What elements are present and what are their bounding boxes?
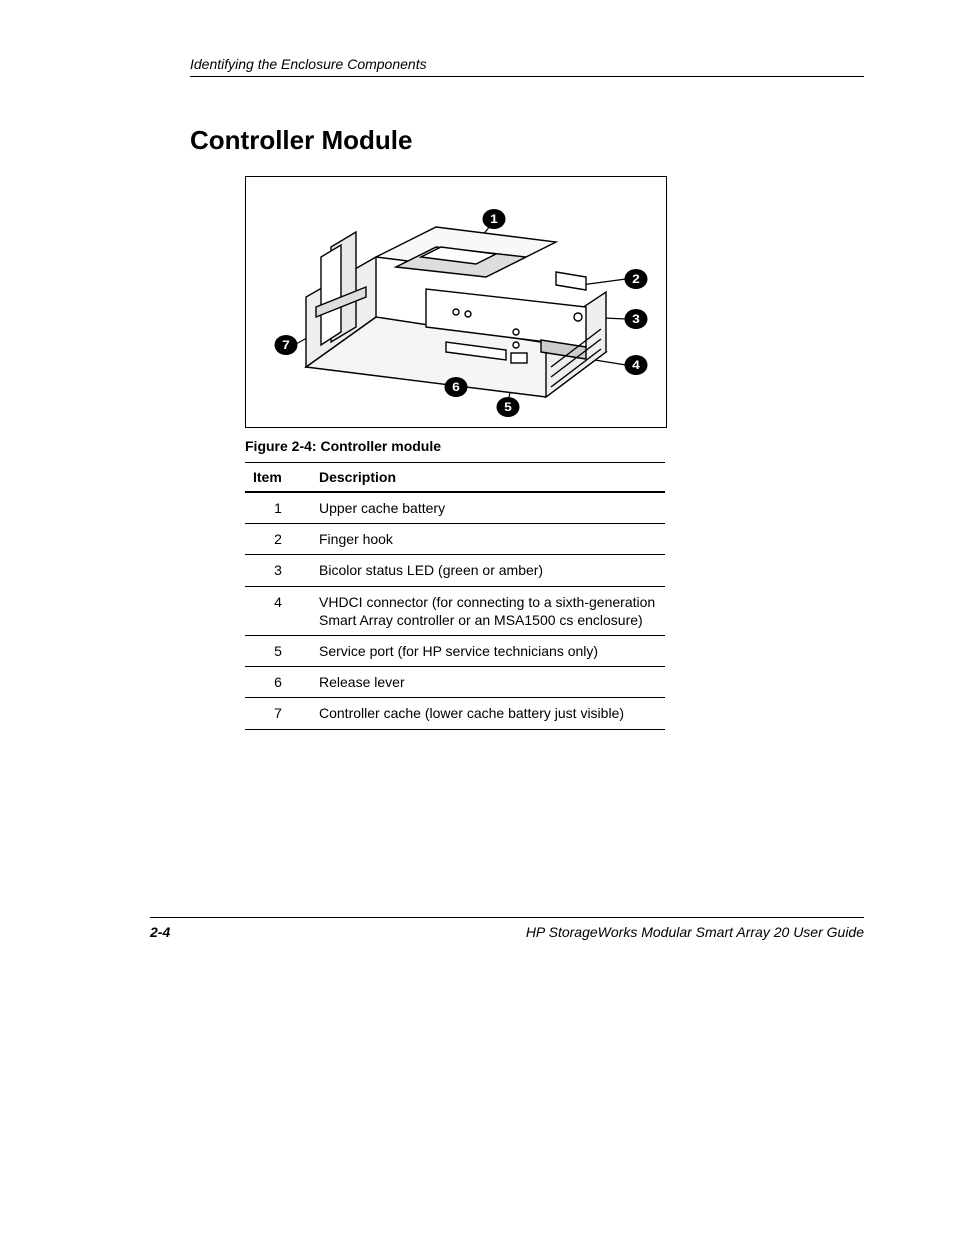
col-header-item: Item [245, 463, 311, 493]
callout-7: 7 [275, 335, 298, 355]
callout-3: 3 [625, 309, 648, 329]
page-footer: 2-4 HP StorageWorks Modular Smart Array … [150, 917, 864, 940]
figure-frame: 1 2 3 4 5 6 7 [245, 176, 667, 428]
figure-block: 1234567 Figure 2-4: Controller module It… [245, 176, 665, 730]
table-row: 3Bicolor status LED (green or amber) [245, 555, 665, 586]
item-description: Bicolor status LED (green or amber) [311, 555, 665, 586]
table-row: 6Release lever [245, 667, 665, 698]
item-description-table: Item Description 1Upper cache battery2Fi… [245, 462, 665, 730]
figure-caption-text: Controller module [320, 438, 441, 454]
item-number: 3 [245, 555, 311, 586]
callout-5: 5 [497, 397, 520, 417]
item-number: 5 [245, 635, 311, 666]
callout-4: 4 [625, 355, 648, 375]
table-row: 7Controller cache (lower cache battery j… [245, 698, 665, 729]
item-number: 1 [245, 492, 311, 524]
page: Identifying the Enclosure Components Con… [0, 0, 954, 1235]
item-number: 6 [245, 667, 311, 698]
callout-1: 1 [483, 209, 506, 229]
item-description: Upper cache battery [311, 492, 665, 524]
figure-caption-prefix: Figure 2-4: [245, 438, 320, 454]
item-number: 2 [245, 524, 311, 555]
item-description: Service port (for HP service technicians… [311, 635, 665, 666]
callout-2: 2 [625, 269, 648, 289]
callout-6: 6 [445, 377, 468, 397]
table-row: 4VHDCI connector (for connecting to a si… [245, 586, 665, 635]
item-number: 4 [245, 586, 311, 635]
document-title-footer: HP StorageWorks Modular Smart Array 20 U… [526, 924, 864, 940]
item-description: Controller cache (lower cache battery ju… [311, 698, 665, 729]
table-row: 5Service port (for HP service technician… [245, 635, 665, 666]
section-title: Controller Module [190, 125, 864, 156]
table-row: 1Upper cache battery [245, 492, 665, 524]
page-number: 2-4 [150, 924, 170, 940]
running-header: Identifying the Enclosure Components [190, 56, 864, 77]
col-header-description: Description [311, 463, 665, 493]
item-number: 7 [245, 698, 311, 729]
table-row: 2Finger hook [245, 524, 665, 555]
figure-caption: Figure 2-4: Controller module [245, 438, 665, 454]
item-description: VHDCI connector (for connecting to a six… [311, 586, 665, 635]
item-description: Finger hook [311, 524, 665, 555]
item-description: Release lever [311, 667, 665, 698]
